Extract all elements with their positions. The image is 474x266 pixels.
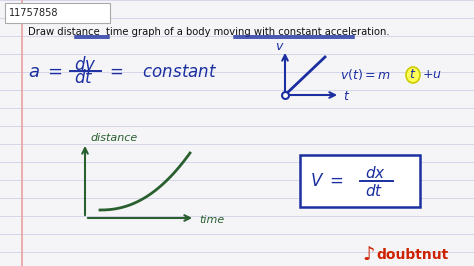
Ellipse shape (406, 67, 420, 83)
Bar (5, 3, 110, 23)
Text: doubtnut: doubtnut (376, 248, 448, 262)
Text: $dv$: $dv$ (74, 56, 97, 74)
Bar (300, 155, 420, 207)
Text: 11757858: 11757858 (9, 8, 58, 18)
Text: $a\;=\;$: $a\;=\;$ (28, 63, 63, 81)
Text: $v(t) = m$: $v(t) = m$ (340, 68, 391, 82)
Text: $dt$: $dt$ (74, 69, 93, 87)
Text: $=\quad constant$: $=\quad constant$ (106, 63, 218, 81)
Text: $V\;=\;$: $V\;=\;$ (310, 172, 343, 190)
Text: t: t (343, 90, 348, 103)
Text: $dt$: $dt$ (365, 183, 383, 199)
Text: time: time (199, 215, 224, 225)
Text: distance: distance (90, 133, 137, 143)
Text: Draw distance  time graph of a body moving with constant acceleration.: Draw distance time graph of a body movin… (28, 27, 390, 37)
Text: $dx$: $dx$ (365, 165, 386, 181)
Text: ♪: ♪ (362, 246, 374, 264)
Text: $t$: $t$ (410, 69, 417, 81)
Text: v: v (275, 40, 283, 53)
Text: $+ u$: $+ u$ (422, 69, 442, 81)
